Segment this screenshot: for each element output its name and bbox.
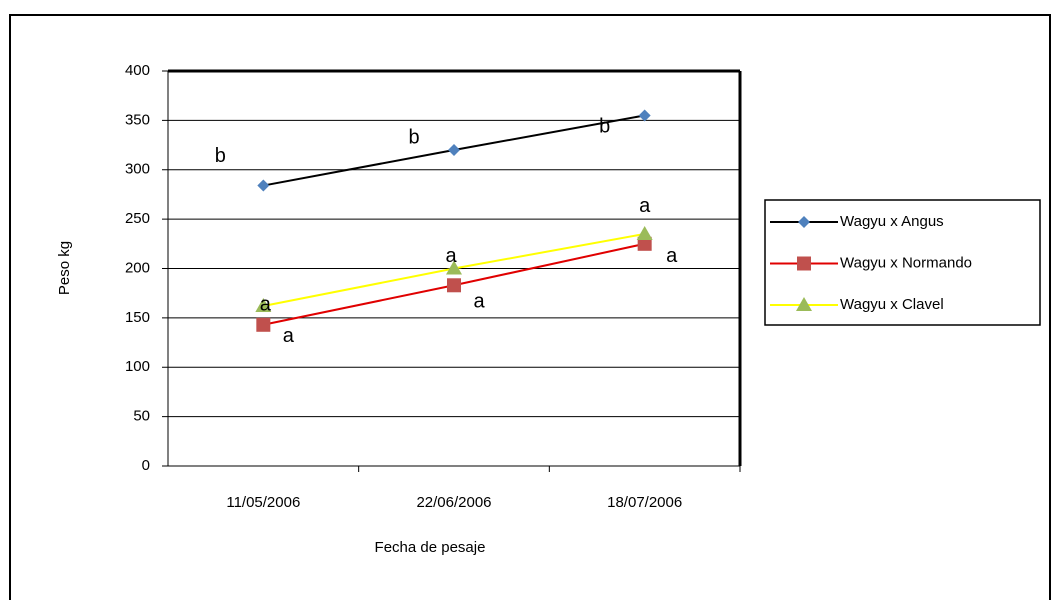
legend-label: Wagyu x Normando [840, 254, 972, 271]
marker [446, 260, 462, 275]
point-label: b [599, 116, 610, 138]
legend-label: Wagyu x Angus [840, 213, 944, 230]
point-label: b [408, 126, 419, 148]
marker [638, 109, 651, 122]
point-label: a [473, 291, 485, 313]
y-tick-label: 100 [125, 358, 150, 375]
point-label: a [260, 293, 272, 315]
point-label: a [283, 325, 295, 347]
marker [447, 278, 461, 293]
y-tick-label: 150 [125, 309, 150, 326]
point-label: a [445, 245, 457, 267]
y-axis-label: Peso kg [56, 241, 73, 295]
y-tick-label: 300 [125, 161, 150, 178]
y-tick-label: 250 [125, 210, 150, 227]
point-label: a [639, 195, 651, 217]
y-tick-label: 400 [125, 62, 150, 79]
marker [796, 297, 812, 311]
x-tick-label: 18/07/2006 [607, 494, 682, 511]
marker [637, 236, 652, 251]
marker [798, 216, 810, 228]
point-label: a [666, 245, 678, 267]
y-tick-label: 350 [125, 111, 150, 128]
marker [257, 179, 270, 192]
y-tick-label: 50 [133, 408, 150, 425]
marker [636, 225, 653, 240]
y-tick-label: 0 [142, 457, 150, 474]
x-tick-label: 11/05/2006 [226, 494, 300, 511]
y-tick-label: 200 [125, 259, 150, 276]
x-tick-label: 22/06/2006 [416, 494, 491, 511]
marker [448, 144, 460, 156]
marker [255, 298, 272, 313]
marker [797, 256, 811, 271]
x-axis-label: Fecha de pesaje [375, 539, 486, 556]
point-label: b [215, 145, 226, 167]
marker [256, 317, 271, 332]
legend-label: Wagyu x Clavel [840, 296, 944, 313]
